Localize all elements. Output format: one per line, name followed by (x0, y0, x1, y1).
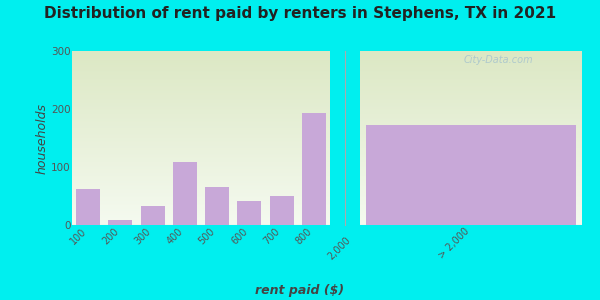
Bar (76, 189, 100, 225)
Text: 2,000: 2,000 (326, 236, 352, 262)
Text: City-Data.com: City-Data.com (463, 55, 533, 65)
Bar (205, 187, 229, 225)
Bar (173, 162, 197, 225)
Bar (140, 206, 165, 225)
Bar (108, 220, 133, 225)
Bar (269, 196, 294, 225)
Text: Distribution of rent paid by renters in Stephens, TX in 2021: Distribution of rent paid by renters in … (44, 6, 556, 21)
Bar (302, 113, 326, 225)
Bar (237, 201, 262, 225)
Bar (365, 125, 577, 225)
Y-axis label: households: households (35, 103, 48, 173)
Text: rent paid ($): rent paid ($) (256, 284, 344, 297)
